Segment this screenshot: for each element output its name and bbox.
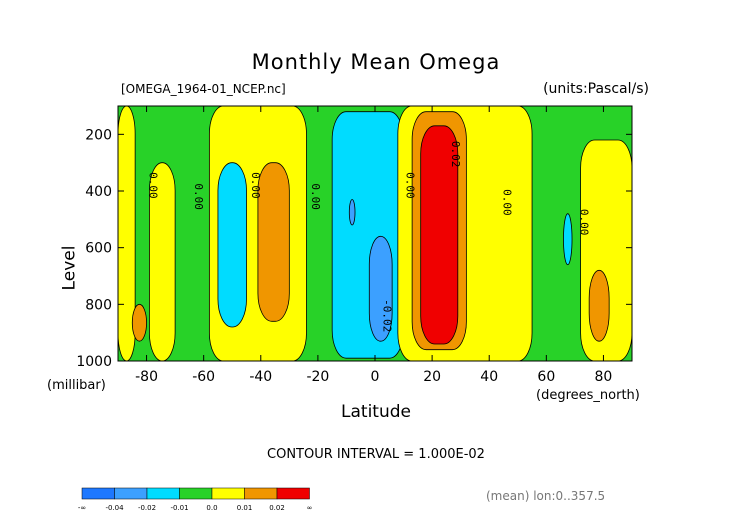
contour-region-neg-003-002 xyxy=(348,199,356,226)
contour-label: 0.00 xyxy=(578,209,591,236)
y-axis-title-wrap: Level xyxy=(47,246,92,291)
x-axis-title: Latitude xyxy=(341,402,411,422)
colorbar-bin xyxy=(244,487,278,500)
x-tick-label: -60 xyxy=(192,369,215,385)
contour-label: 0.00 xyxy=(249,172,262,199)
y-tick-label: 800 xyxy=(85,297,112,313)
y-tick-label: 400 xyxy=(85,184,112,200)
x-tick-label: -20 xyxy=(306,369,329,385)
contour-region-pos-001-002 xyxy=(131,303,147,342)
contour-label: -0.02 xyxy=(381,299,394,332)
mean-longitude-label: (mean) lon:0..357.5 xyxy=(486,489,606,503)
colorbar-bin xyxy=(146,487,180,500)
y-tick-label: 200 xyxy=(85,127,112,143)
units-label: (units:Pascal/s) xyxy=(543,81,649,97)
colorbar-bin xyxy=(81,487,115,500)
x-tick-label: -80 xyxy=(135,369,158,385)
colorbar-label: ∞ xyxy=(307,504,313,512)
contour-region-neg-002-001 xyxy=(563,213,573,266)
x-tick-label: 60 xyxy=(537,369,555,385)
contour-label: 0.02 xyxy=(449,141,462,168)
plot-frame xyxy=(117,105,633,362)
colorbar-label: 0.01 xyxy=(237,504,253,512)
x-axis-unit: (degrees_north) xyxy=(536,388,640,403)
contour-region-neg-003-002 xyxy=(368,235,393,342)
x-tick-label: 40 xyxy=(480,369,498,385)
x-tick-label: -40 xyxy=(249,369,272,385)
contour-interval-label: CONTOUR INTERVAL = 1.000E-02 xyxy=(267,447,485,462)
colorbar-label: 0.02 xyxy=(269,504,285,512)
chart-title: Monthly Mean Omega xyxy=(251,50,501,74)
contour-region-pos-001-002 xyxy=(588,269,610,342)
y-axis-title: Level xyxy=(59,245,80,291)
contour-region-near-zero-pos xyxy=(149,162,176,362)
colorbar-label: -∞ xyxy=(78,504,86,512)
colorbar-bin xyxy=(179,487,213,500)
file-label: [OMEGA_1964-01_NCEP.nc] xyxy=(121,82,286,96)
contour-region-pos-001-002 xyxy=(257,162,290,322)
colorbar-label: -0.04 xyxy=(105,504,124,512)
contour-region-near-zero-pos xyxy=(580,139,633,362)
contour-label: 0.00 xyxy=(403,172,416,199)
x-tick-label: 0 xyxy=(371,369,380,385)
contour-label: 0.00 xyxy=(501,189,514,216)
y-tick-label: 1000 xyxy=(76,354,112,370)
x-tick-label: 20 xyxy=(423,369,441,385)
contour-region-near-zero-pos xyxy=(117,105,136,362)
contour-region-pos-002-plus xyxy=(420,125,459,345)
contour-label: 0.00 xyxy=(146,172,159,199)
contour-label: 0.00 xyxy=(192,183,205,210)
y-tick-label: 600 xyxy=(85,241,112,257)
colorbar-label: -0.01 xyxy=(170,504,188,512)
colorbar-label: -0.02 xyxy=(138,504,156,512)
contour-field-background xyxy=(118,106,632,361)
contour-region-near-zero-pos xyxy=(397,105,533,362)
colorbar-bin xyxy=(211,487,245,500)
contour-label: 0.00 xyxy=(309,183,322,210)
contour-region-neg-002-001 xyxy=(217,162,247,328)
colorbar-bin xyxy=(276,487,310,500)
contour-region-near-zero-pos xyxy=(208,105,307,362)
colorbar-bin xyxy=(114,487,148,500)
x-tick-label: 80 xyxy=(595,369,613,385)
y-axis-unit: (millibar) xyxy=(47,378,106,393)
contour-region-neg-002-001 xyxy=(331,111,404,359)
contour-region-pos-001-002 xyxy=(411,111,467,351)
colorbar-label: 0.0 xyxy=(206,504,217,512)
